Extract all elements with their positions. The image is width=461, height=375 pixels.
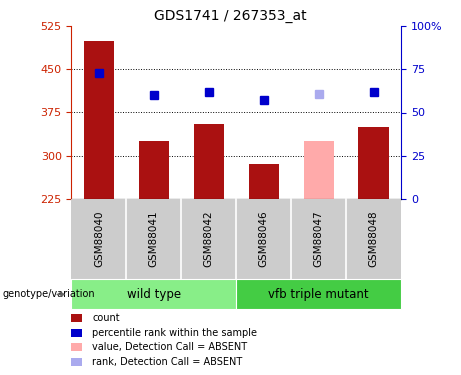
Text: percentile rank within the sample: percentile rank within the sample	[92, 328, 257, 338]
Bar	[84, 40, 114, 199]
Bar	[194, 124, 224, 199]
Text: vfb triple mutant: vfb triple mutant	[268, 288, 369, 301]
Text: GDS1741 / 267353_at: GDS1741 / 267353_at	[154, 9, 307, 23]
Bar	[303, 141, 334, 199]
Text: count: count	[92, 313, 120, 323]
Text: value, Detection Call = ABSENT: value, Detection Call = ABSENT	[92, 342, 247, 352]
Text: GSM88040: GSM88040	[94, 211, 104, 267]
Text: GSM88046: GSM88046	[259, 211, 269, 267]
Text: wild type: wild type	[127, 288, 181, 301]
Bar	[359, 127, 389, 199]
Text: GSM88042: GSM88042	[204, 211, 214, 267]
Bar	[139, 141, 169, 199]
Text: GSM88041: GSM88041	[149, 211, 159, 267]
Bar	[248, 164, 279, 199]
Text: GSM88048: GSM88048	[369, 211, 378, 267]
Text: rank, Detection Call = ABSENT: rank, Detection Call = ABSENT	[92, 357, 242, 367]
Text: genotype/variation: genotype/variation	[2, 290, 95, 299]
Text: GSM88047: GSM88047	[313, 211, 324, 267]
